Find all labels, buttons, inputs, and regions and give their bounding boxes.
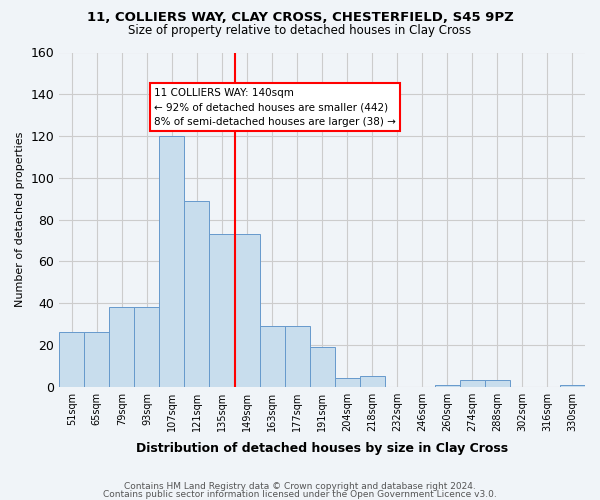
Bar <box>560 384 585 386</box>
Text: Contains public sector information licensed under the Open Government Licence v3: Contains public sector information licen… <box>103 490 497 499</box>
Bar <box>109 308 134 386</box>
Bar <box>235 234 260 386</box>
X-axis label: Distribution of detached houses by size in Clay Cross: Distribution of detached houses by size … <box>136 442 508 455</box>
Bar <box>335 378 359 386</box>
Text: 11, COLLIERS WAY, CLAY CROSS, CHESTERFIELD, S45 9PZ: 11, COLLIERS WAY, CLAY CROSS, CHESTERFIE… <box>86 11 514 24</box>
Bar <box>460 380 485 386</box>
Bar <box>485 380 510 386</box>
Bar <box>85 332 109 386</box>
Bar <box>284 326 310 386</box>
Bar <box>260 326 284 386</box>
Bar <box>160 136 184 386</box>
Bar <box>184 201 209 386</box>
Text: Size of property relative to detached houses in Clay Cross: Size of property relative to detached ho… <box>128 24 472 37</box>
Y-axis label: Number of detached properties: Number of detached properties <box>15 132 25 308</box>
Bar <box>209 234 235 386</box>
Bar <box>310 347 335 387</box>
Bar <box>359 376 385 386</box>
Bar <box>59 332 85 386</box>
Text: 11 COLLIERS WAY: 140sqm
← 92% of detached houses are smaller (442)
8% of semi-de: 11 COLLIERS WAY: 140sqm ← 92% of detache… <box>154 88 396 127</box>
Text: Contains HM Land Registry data © Crown copyright and database right 2024.: Contains HM Land Registry data © Crown c… <box>124 482 476 491</box>
Bar <box>134 308 160 386</box>
Bar <box>435 384 460 386</box>
